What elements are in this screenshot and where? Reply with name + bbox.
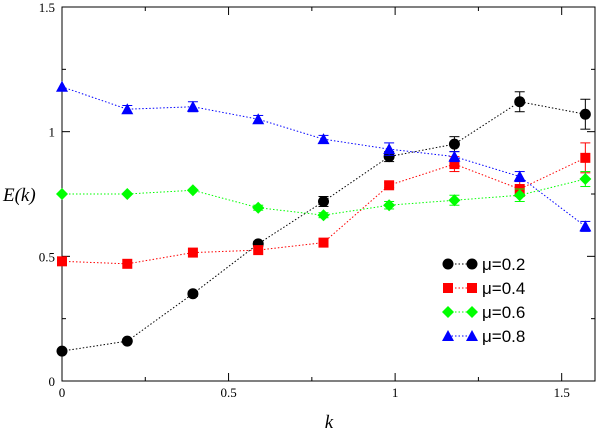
- data-point: [580, 152, 591, 163]
- data-point: [383, 199, 396, 212]
- data-point: [186, 100, 199, 112]
- legend-marker: [442, 258, 454, 270]
- legend-entry: μ=0.2: [442, 255, 525, 274]
- data-point: [121, 188, 134, 200]
- data-point: [579, 220, 592, 232]
- legend-marker: [466, 258, 478, 270]
- series-line: [61, 101, 586, 352]
- data-point: [513, 170, 526, 182]
- data-point: [187, 288, 199, 300]
- legend-label: μ=0.4: [482, 279, 525, 298]
- legend-marker: [442, 306, 454, 318]
- data-point: [253, 245, 264, 256]
- legend-marker: [442, 330, 454, 341]
- series-triangle: [56, 80, 592, 232]
- data-point: [579, 173, 592, 186]
- legend-label: μ=0.2: [482, 255, 525, 274]
- x-tick-label: 1.5: [554, 385, 570, 400]
- legend-marker: [443, 283, 453, 293]
- y-tick-label: 1: [49, 125, 56, 140]
- data-point: [318, 237, 329, 248]
- data-point: [384, 180, 395, 191]
- data-point: [448, 138, 460, 150]
- data-point: [56, 345, 68, 357]
- data-point: [187, 247, 198, 258]
- data-series: [56, 80, 592, 357]
- y-tick-label: 0.5: [39, 249, 55, 264]
- series-circle: [56, 91, 591, 357]
- data-point: [579, 108, 591, 120]
- data-point: [121, 103, 134, 115]
- data-point: [56, 80, 68, 92]
- legend-entry: μ=0.8: [442, 327, 525, 346]
- legend-marker: [466, 306, 478, 318]
- data-point: [317, 133, 330, 145]
- data-point: [122, 258, 133, 269]
- legend-entry: μ=0.4: [443, 279, 525, 298]
- legend: μ=0.2 μ=0.4 μ=0.6 μ=0.8: [442, 255, 525, 346]
- data-point: [121, 335, 133, 347]
- data-point: [383, 143, 396, 155]
- y-tick-label: 0: [49, 374, 56, 389]
- data-point: [186, 184, 199, 197]
- series-diamond: [56, 171, 592, 222]
- data-point: [252, 113, 265, 125]
- data-point: [56, 188, 68, 200]
- y-axis-label: E(k): [2, 185, 36, 206]
- x-axis-label: k: [325, 412, 334, 432]
- data-point: [57, 256, 67, 267]
- legend-marker: [466, 330, 478, 341]
- data-point: [514, 96, 526, 108]
- legend-entry: μ=0.6: [442, 303, 525, 322]
- data-point: [448, 194, 461, 207]
- x-tick-label: 0.5: [220, 385, 236, 400]
- data-point: [317, 209, 330, 222]
- axis-tick-labels: 0 0.5 1 1.5 0 0.5 1 1.5: [39, 0, 570, 400]
- legend-label: μ=0.6: [482, 303, 525, 322]
- data-point: [252, 201, 265, 214]
- data-point: [449, 159, 460, 170]
- data-point: [513, 189, 526, 202]
- data-point: [318, 195, 330, 207]
- data-point: [448, 150, 461, 162]
- y-tick-label: 1.5: [39, 0, 55, 15]
- legend-label: μ=0.8: [482, 327, 525, 346]
- x-tick-label: 1: [392, 385, 399, 400]
- legend-marker: [467, 283, 477, 293]
- x-tick-label: 0: [59, 385, 66, 400]
